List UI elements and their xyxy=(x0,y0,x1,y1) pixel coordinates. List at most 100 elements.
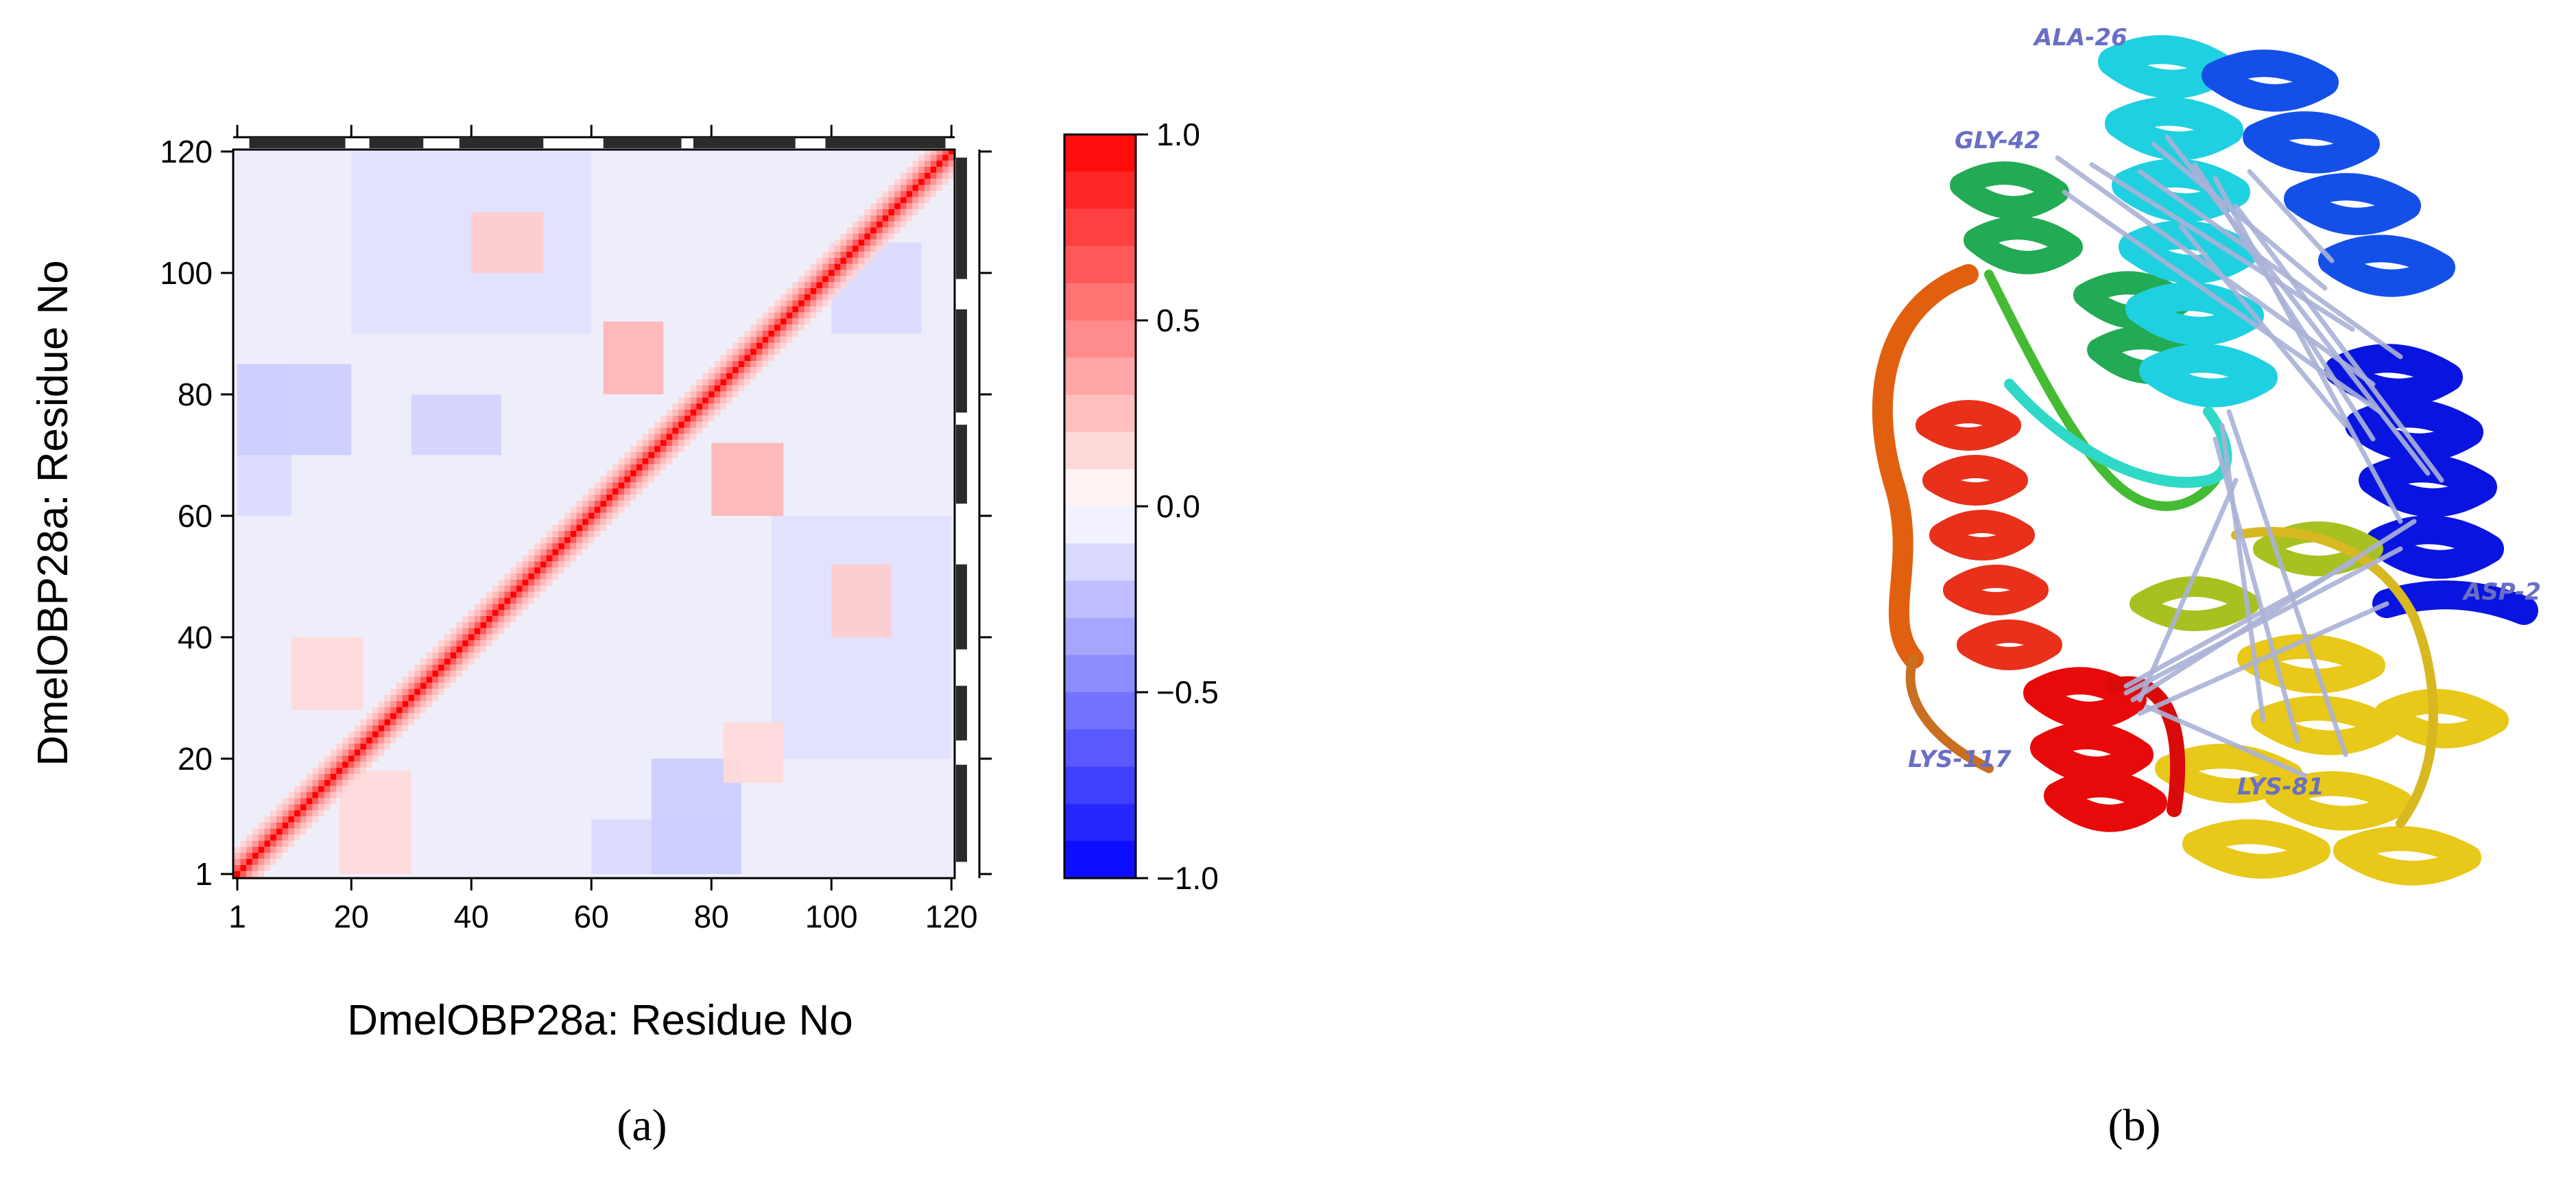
diagonal-cell xyxy=(504,591,511,598)
diagonal-cell xyxy=(372,725,379,732)
diagonal-cell xyxy=(912,178,919,185)
diagonal-cell xyxy=(456,634,463,641)
diagonal-cell xyxy=(306,810,313,816)
diagonal-cell xyxy=(534,585,540,592)
diagonal-cell xyxy=(864,233,871,240)
diagonal-cell xyxy=(582,530,588,537)
diagonal-cell xyxy=(276,816,283,823)
diagonal-cell xyxy=(288,792,295,799)
diagonal-cell xyxy=(744,367,751,373)
diagonal-cell xyxy=(486,634,492,641)
diagonal-cell xyxy=(462,652,468,659)
diagonal-cell xyxy=(348,779,355,786)
diagonal-cell xyxy=(402,700,409,707)
diagonal-cell xyxy=(894,197,901,204)
diagonal-cell xyxy=(852,233,859,240)
correlation-link xyxy=(2213,436,2300,744)
diagonal-cell xyxy=(768,342,775,349)
diagonal-cell xyxy=(408,689,415,695)
diagonal-cell xyxy=(324,768,331,774)
diagonal-cell xyxy=(822,270,828,276)
diagonal-cell xyxy=(810,294,817,300)
anticorrelated-block-6 xyxy=(411,394,501,456)
diagonal-cell xyxy=(510,591,516,598)
diagonal-cell xyxy=(342,737,348,744)
y-tick-label: 40 xyxy=(178,620,213,655)
diagonal-cell xyxy=(468,615,475,622)
diagonal-cell xyxy=(300,786,307,792)
diagonal-cell xyxy=(955,143,961,149)
diagonal-cell xyxy=(450,664,457,671)
diagonal-cell xyxy=(516,561,523,568)
diagonal-cell xyxy=(330,768,337,774)
diagonal-cell xyxy=(510,579,516,586)
diagonal-cell xyxy=(294,828,300,835)
diagonal-cell xyxy=(384,694,391,701)
diagonal-cell xyxy=(534,555,540,562)
diagonal-cell xyxy=(300,822,307,829)
diagonal-cell xyxy=(552,573,559,580)
diagonal-cell xyxy=(846,246,852,252)
diagonal-cell xyxy=(678,446,684,452)
diagonal-cell xyxy=(630,446,636,452)
diagonal-cell xyxy=(684,421,691,428)
diagonal-cell xyxy=(318,786,324,792)
diagonal-cell xyxy=(402,694,409,701)
diagonal-cell xyxy=(426,676,433,683)
diagonal-cell xyxy=(714,361,721,368)
diagonal-cell xyxy=(906,203,913,209)
diagonal-cell xyxy=(852,227,859,234)
diagonal-cell xyxy=(780,336,787,343)
diagonal-cell xyxy=(828,282,835,288)
diagonal-cell xyxy=(408,713,415,720)
x-tick-label: 60 xyxy=(574,899,609,934)
diagonal-cell xyxy=(576,543,583,550)
diagonal-cell xyxy=(492,604,499,611)
diagonal-cell xyxy=(852,246,859,252)
diagonal-cell xyxy=(918,166,925,173)
diagonal-cell xyxy=(750,324,756,331)
diagonal-cell xyxy=(480,598,487,604)
diagonal-cell xyxy=(846,239,852,246)
diagonal-cell xyxy=(402,676,409,683)
diagonal-cell xyxy=(930,154,937,161)
colorbar-segment xyxy=(1064,803,1136,842)
diagonal-cell xyxy=(384,719,391,726)
diagonal-cell xyxy=(918,161,925,167)
correlated-block-2 xyxy=(711,442,784,516)
diagonal-cell xyxy=(618,470,625,477)
diagonal-cell xyxy=(870,227,876,234)
diagonal-cell xyxy=(498,615,505,622)
diagonal-cell xyxy=(678,397,684,404)
diagonal-cell xyxy=(492,622,499,628)
diagonal-cell xyxy=(666,434,673,440)
diagonal-cell xyxy=(420,670,427,677)
correlation-link xyxy=(2213,176,2403,524)
diagonal-cell xyxy=(540,536,547,543)
diagonal-cell xyxy=(696,427,703,434)
diagonal-cell xyxy=(252,853,259,859)
diagonal-cell xyxy=(756,355,763,362)
diagonal-cell xyxy=(816,257,823,264)
diagonal-cell xyxy=(390,725,396,732)
colorbar-tick-label: −1.0 xyxy=(1156,860,1219,896)
diagonal-cell xyxy=(816,287,823,294)
diagonal-cell xyxy=(528,567,535,574)
diagonal-cell xyxy=(528,579,535,586)
diagonal-cell xyxy=(282,804,289,811)
diagonal-cell xyxy=(792,330,799,337)
diagonal-cell xyxy=(498,628,505,635)
x-axis-title: DmelOBP28a: Residue No xyxy=(347,997,852,1044)
diagonal-cell xyxy=(336,762,343,768)
diagonal-cell xyxy=(876,233,883,240)
x-tick-label: 100 xyxy=(805,899,858,934)
diagonal-cell xyxy=(720,403,727,410)
diagonal-cell xyxy=(372,749,379,756)
diagonal-cell xyxy=(702,397,708,404)
diagonal-cell xyxy=(582,519,588,526)
diagonal-cell xyxy=(630,464,636,471)
panel-label-b: (b) xyxy=(2108,1100,2161,1150)
diagonal-cell xyxy=(324,773,331,780)
diagonal-cell xyxy=(876,209,883,215)
diagonal-cell xyxy=(642,470,649,477)
